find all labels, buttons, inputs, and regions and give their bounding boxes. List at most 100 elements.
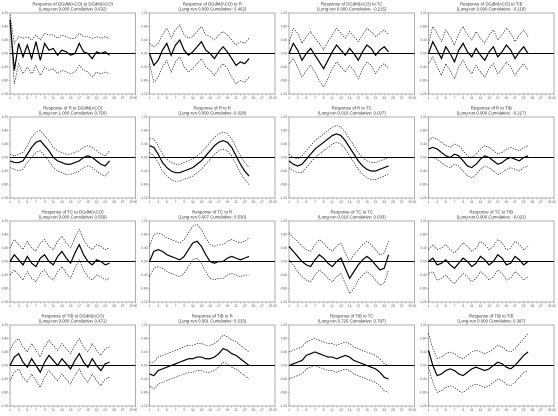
- x-tick-label: 1: [9, 200, 11, 204]
- x-tick-label: 23: [522, 200, 526, 204]
- x-tick-label: 11: [52, 96, 56, 100]
- x-tick-label: 13: [339, 200, 343, 204]
- series-lower: [149, 56, 250, 85]
- x-tick-label: 7: [314, 408, 316, 412]
- x-tick-label: 17: [356, 96, 360, 100]
- x-tick-label: 17: [77, 96, 81, 100]
- y-tick-label: -1.20: [419, 196, 426, 200]
- panel-2: Response of DGdM(ACO) to R(Long-run 0.00…: [140, 2, 277, 101]
- panel-subtitle: (Long-run 0.010 Cumulative: 0.027): [318, 111, 386, 116]
- series-response: [148, 38, 250, 67]
- y-tick-label: 0.40: [420, 38, 426, 42]
- series-response: [9, 139, 110, 167]
- y-tick-label: -1.20: [1, 404, 8, 408]
- x-tick-label: 15: [348, 96, 352, 100]
- y-tick-label: 0.00: [420, 364, 426, 368]
- x-tick-label: 15: [69, 408, 73, 412]
- y-tick-label: -0.40: [140, 273, 147, 277]
- y-tick-label: 0.80: [420, 25, 426, 29]
- x-tick-label: 27: [400, 408, 404, 412]
- panel-subtitle: (Long-run 0.000 Cumulative: 0.471): [39, 319, 107, 324]
- panel-13: Response of TIB to DGdM(ACO)(Long-run 0.…: [1, 314, 138, 413]
- x-tick-label: 19: [365, 304, 369, 308]
- y-tick-label: 0.00: [281, 260, 287, 264]
- y-tick-label: 0.80: [2, 25, 8, 29]
- x-tick-label: 29: [269, 408, 273, 412]
- series-lower: [9, 150, 110, 177]
- y-tick-label: -0.40: [280, 377, 287, 381]
- x-tick-label: 25: [531, 408, 535, 412]
- x-tick-label: 15: [69, 96, 73, 100]
- x-tick-label: 30: [134, 408, 138, 412]
- x-tick-label: 1: [149, 96, 151, 100]
- x-tick-label: 21: [374, 304, 378, 308]
- x-tick-label: 21: [374, 96, 378, 100]
- panel-subtitle: (Long-run 0.000 Cumulative: 0.462): [178, 7, 246, 12]
- x-tick-label: 19: [86, 96, 90, 100]
- panel-subtitle: (Long-run 0.000 Cumulative: 0.387): [457, 319, 525, 324]
- y-tick-label: 1.20: [420, 323, 426, 327]
- x-tick-label: 5: [445, 200, 447, 204]
- y-tick-label: -0.40: [419, 273, 426, 277]
- x-tick-label: 9: [183, 304, 185, 308]
- x-tick-label: 7: [454, 408, 456, 412]
- y-tick-label: 0.00: [2, 364, 8, 368]
- x-tick-label: 7: [314, 96, 316, 100]
- x-tick-label: 21: [95, 408, 99, 412]
- x-tick-label: 23: [103, 408, 107, 412]
- x-tick-label: 21: [95, 200, 99, 204]
- x-tick-label: 13: [479, 96, 483, 100]
- x-tick-label: 15: [487, 304, 491, 308]
- x-tick-label: 5: [26, 408, 28, 412]
- y-tick-label: -0.40: [280, 65, 287, 69]
- y-tick-label: 1.20: [141, 219, 147, 223]
- x-tick-label: 1: [9, 304, 11, 308]
- y-tick-label: 1.20: [141, 323, 147, 327]
- x-tick-label: 3: [18, 96, 20, 100]
- x-tick-label: 30: [273, 408, 277, 412]
- y-tick-label: 1.20: [2, 219, 8, 223]
- x-tick-label: 13: [339, 96, 343, 100]
- series-response: [288, 351, 389, 380]
- panel-subtitle: (Long-run 0.000 Cumulative: 0.028): [178, 111, 246, 116]
- x-tick-label: 23: [382, 304, 386, 308]
- x-tick-label: 30: [552, 200, 556, 204]
- x-tick-label: 3: [157, 200, 159, 204]
- x-tick-label: 23: [522, 304, 526, 308]
- x-tick-label: 29: [548, 304, 552, 308]
- y-tick-label: 0.00: [281, 364, 287, 368]
- y-tick-label: -0.80: [1, 183, 8, 187]
- x-tick-label: 1: [9, 96, 11, 100]
- x-tick-label: 3: [436, 304, 438, 308]
- series-upper: [288, 232, 389, 263]
- x-tick-label: 27: [539, 408, 543, 412]
- series-lower: [149, 148, 250, 185]
- x-tick-label: 19: [505, 200, 509, 204]
- panel-title: Response of R to TIB: [471, 106, 512, 111]
- x-tick-label: 7: [175, 96, 177, 100]
- x-tick-label: 13: [60, 96, 64, 100]
- x-tick-label: 29: [269, 96, 273, 100]
- x-tick-label: 7: [175, 304, 177, 308]
- x-tick-label: 25: [391, 304, 395, 308]
- x-tick-label: 30: [273, 200, 277, 204]
- y-tick-label: 1.20: [281, 115, 287, 119]
- x-tick-label: 13: [60, 304, 64, 308]
- x-tick-label: 9: [183, 200, 185, 204]
- y-tick-label: -1.20: [280, 404, 287, 408]
- panel-title: Response of R to DGdM(ACO): [43, 106, 103, 111]
- y-tick-label: 0.80: [281, 129, 287, 133]
- x-tick-label: 1: [288, 304, 290, 308]
- y-tick-label: -1.20: [419, 404, 426, 408]
- x-tick-label: 23: [382, 200, 386, 204]
- x-tick-label: 21: [513, 304, 517, 308]
- x-tick-label: 29: [269, 304, 273, 308]
- x-tick-label: 17: [496, 408, 500, 412]
- x-tick-label: 17: [356, 200, 360, 204]
- x-tick-label: 25: [112, 200, 116, 204]
- y-tick-label: 0.40: [2, 350, 8, 354]
- x-tick-label: 30: [134, 304, 138, 308]
- x-tick-label: 15: [69, 200, 73, 204]
- y-tick-label: -0.40: [419, 169, 426, 173]
- y-tick-label: -1.20: [419, 92, 426, 96]
